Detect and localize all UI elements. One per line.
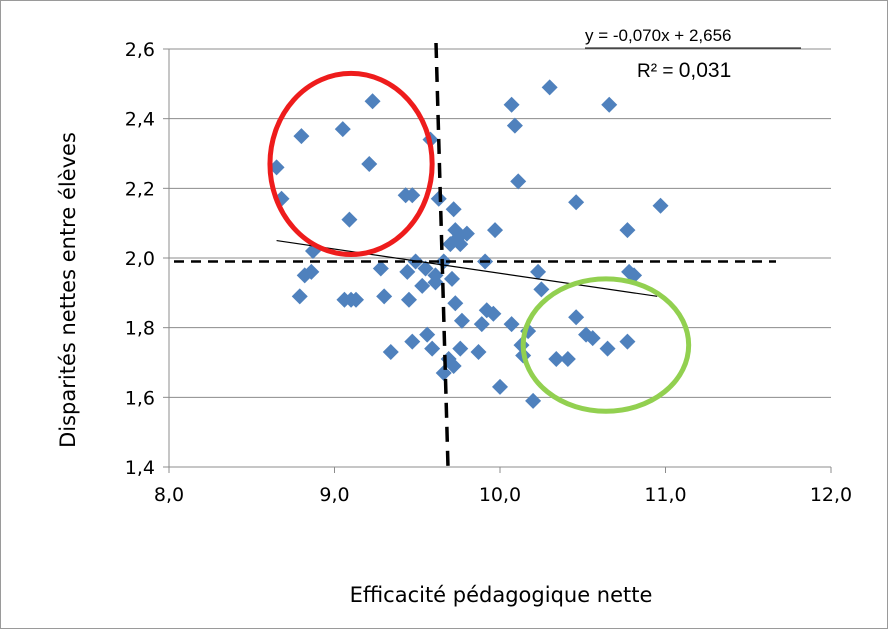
axes [163, 48, 832, 473]
y-tick-label: 2,4 [125, 109, 155, 131]
data-point [533, 281, 550, 298]
data-point [372, 260, 389, 277]
x-tick-label: 9,0 [319, 484, 349, 506]
y-axis-title: Disparités nettes entre élèves [56, 132, 80, 448]
y-tick-label: 1,6 [125, 387, 155, 409]
data-point [400, 291, 417, 308]
trendline-line [276, 239, 658, 297]
data-point [584, 330, 601, 347]
data-point [435, 364, 452, 381]
data-point [503, 96, 520, 113]
data-point [404, 333, 421, 350]
x-tick-label: 12,0 [810, 484, 852, 506]
data-point [361, 155, 378, 172]
data-point [458, 225, 475, 242]
data-point [293, 128, 310, 145]
data-point [492, 378, 508, 395]
data-point [445, 357, 462, 374]
y-tick-label: 2,2 [125, 178, 155, 200]
data-point [601, 96, 618, 113]
annotations [267, 70, 692, 414]
data-point [414, 277, 431, 294]
data-point [568, 309, 585, 326]
r-squared-prefix: R² = [637, 61, 679, 82]
data-point [621, 263, 638, 280]
data-point [382, 344, 399, 361]
x-tick-label: 10,0 [479, 484, 521, 506]
data-point [487, 222, 504, 239]
vertical-reference-line [434, 42, 450, 468]
data-point [619, 222, 636, 239]
data-point [303, 263, 320, 280]
x-axis-title: Efficacité pédagogique nette [350, 583, 653, 607]
y-tick-label: 1,4 [125, 457, 155, 479]
reference-lines [174, 42, 776, 468]
data-point [444, 270, 461, 287]
y-tick-label: 2,0 [125, 248, 155, 270]
data-point [473, 316, 490, 333]
data-point [445, 201, 462, 218]
data-point [559, 351, 576, 368]
y-tick-label: 1,8 [125, 318, 155, 340]
data-point [364, 93, 381, 110]
data-point [506, 117, 523, 134]
data-point [503, 316, 520, 333]
data-point [404, 187, 421, 204]
highlight-ellipse [267, 70, 435, 258]
data-point [541, 79, 558, 96]
data-point [599, 340, 616, 357]
data-point [510, 173, 527, 190]
data-point [442, 236, 459, 253]
data-point [453, 312, 470, 329]
x-tick-label: 11,0 [644, 484, 686, 506]
data-point [334, 121, 351, 138]
highlight-ellipse [520, 276, 692, 414]
data-point [291, 288, 308, 305]
trendline [276, 239, 658, 297]
data-point [424, 340, 441, 357]
data-point [399, 263, 416, 280]
data-point [530, 263, 547, 280]
data-point [470, 344, 487, 361]
data-point [427, 274, 444, 291]
data-point [485, 305, 502, 322]
gridlines [169, 48, 831, 398]
r-squared-value: 0,031 [679, 59, 732, 82]
data-point [619, 333, 636, 350]
data-points [268, 79, 669, 409]
data-point [452, 236, 469, 253]
data-point [417, 260, 434, 277]
data-point [452, 340, 469, 357]
y-tick-label: 2,6 [125, 39, 155, 61]
x-tick-label: 8,0 [154, 484, 184, 506]
r-squared-label: R² = 0,031 [637, 59, 731, 82]
data-point [341, 211, 358, 228]
data-point [568, 194, 585, 211]
data-point [447, 295, 464, 312]
data-point [419, 326, 436, 343]
data-point [525, 392, 542, 409]
data-point [376, 288, 393, 305]
data-point [348, 291, 365, 308]
data-point [548, 351, 565, 368]
x-tick-labels: 8,0 9,0 10,0 11,0 12,0 [154, 484, 852, 506]
data-point [652, 197, 669, 214]
y-tick-labels: 1,4 1,6 1,8 2,0 2,2 2,4 2,6 [125, 39, 155, 479]
trendline-equation: y = -0,070x + 2,656 [585, 26, 732, 45]
